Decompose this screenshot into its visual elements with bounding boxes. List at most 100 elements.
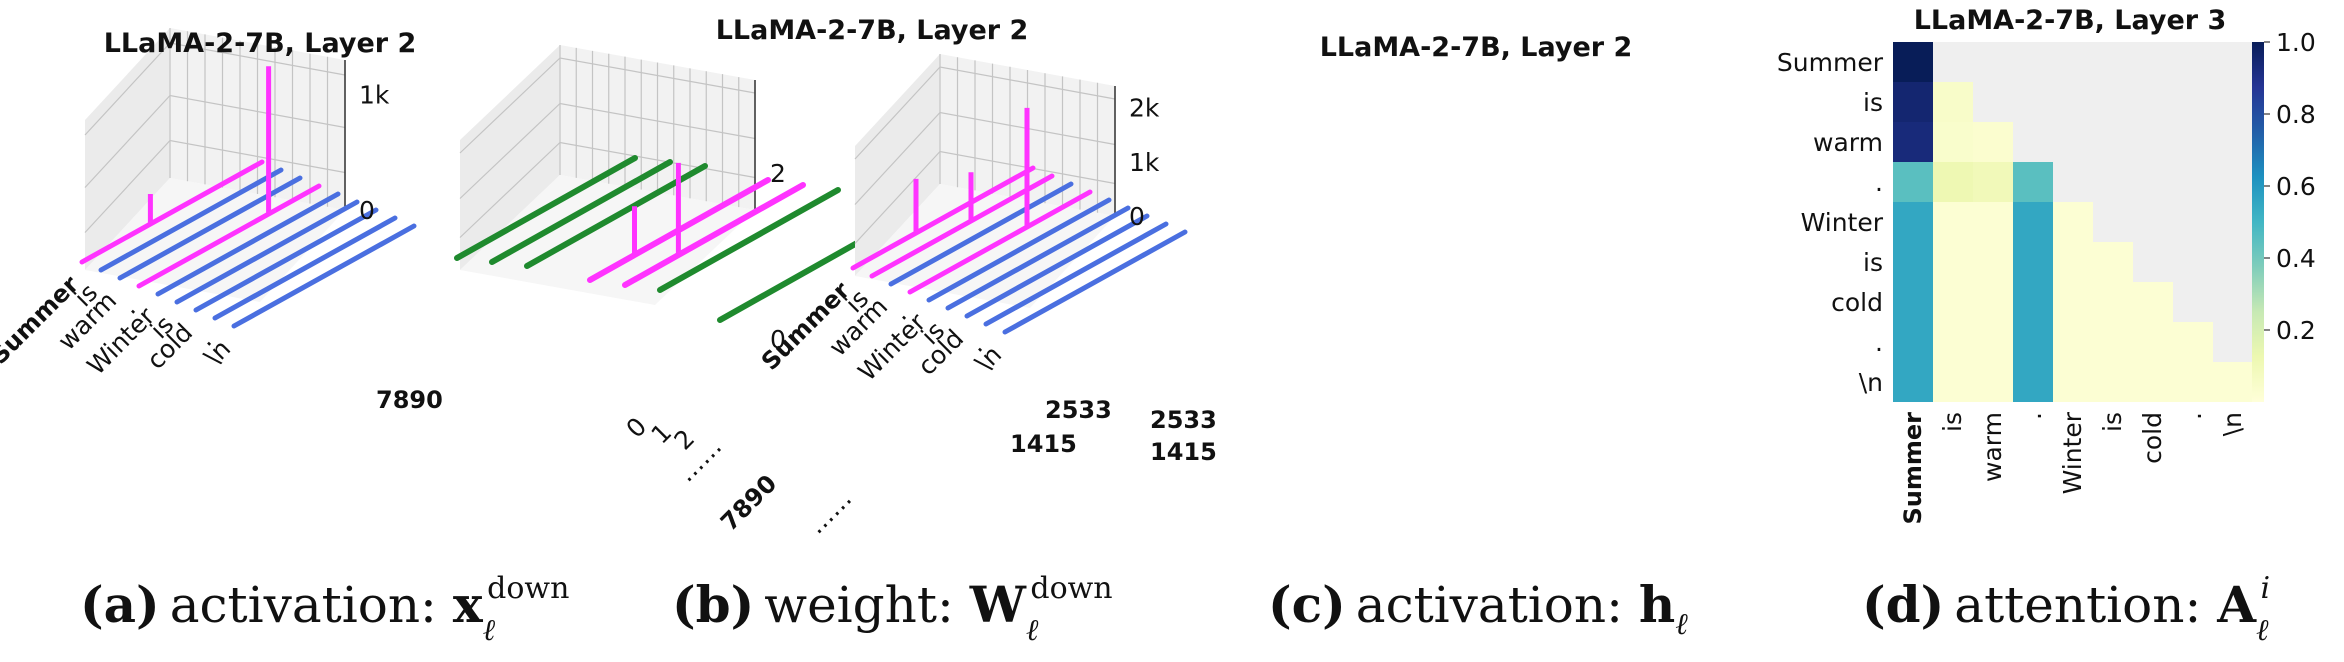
heatmap-cell: [2133, 322, 2173, 362]
caption-c-letter: (c): [1268, 575, 1346, 634]
heatmap-cell: [1973, 162, 2013, 202]
heatmap-cell: [2053, 322, 2093, 362]
series-line-.: [212, 215, 398, 321]
series-line-cold: [193, 207, 379, 313]
caption-d-sup: i: [2261, 571, 2271, 606]
col-label: Winter: [2058, 411, 2087, 494]
series-line-is: [869, 173, 1055, 279]
row-label: is: [1863, 88, 1883, 117]
grid-line: [84, 139, 346, 233]
y-tick-label: 2533: [1150, 406, 1217, 434]
grid-line: [854, 66, 1116, 160]
heatmap-cell: [1893, 362, 1933, 402]
row-label: \n: [1859, 368, 1883, 397]
caption-d-sub: ℓ: [2256, 613, 2269, 648]
heatmap-cell: [1893, 282, 1933, 322]
grid-line: [459, 57, 756, 154]
heatmap-cell: [1893, 82, 1933, 122]
caption-c-sub: ℓ: [1675, 607, 1688, 642]
caption-a-text: activation:: [170, 576, 453, 634]
heatmap-cell: [2093, 242, 2133, 282]
panel-d-title: LLaMA-2-7B, Layer 3: [1914, 5, 2227, 36]
col-label: is: [1938, 412, 1967, 432]
heatmap-cell: [2173, 362, 2213, 402]
grid-line: [854, 150, 1116, 244]
caption-b-sub: ℓ: [1026, 613, 1039, 648]
z-tick-label: 1k: [359, 81, 390, 110]
row-label: Winter: [1801, 208, 1884, 237]
heatmap-cell: [1893, 42, 1933, 82]
series-line-Summer: [79, 159, 265, 265]
z-tick-label: 2k: [1129, 94, 1160, 123]
x-tick-label: 7890: [715, 469, 782, 536]
heatmap-cell: [1933, 202, 1973, 242]
panel-b-title: LLaMA-2-7B, Layer 2: [716, 15, 1029, 46]
heatmap-cell: [1893, 202, 1933, 242]
series-line-is: [98, 167, 284, 273]
heatmap-cell: [2013, 162, 2053, 202]
series-line-Winter: [926, 197, 1112, 303]
grid-line: [84, 94, 346, 188]
heatmap-cell: [1933, 362, 1973, 402]
caption-a-letter: (a): [80, 575, 160, 634]
caption-b-math: W: [969, 575, 1027, 634]
series-line-.: [907, 189, 1093, 295]
heatmap-cell: [1973, 122, 2013, 162]
heatmap-cell: [2053, 242, 2093, 282]
floor-pane: [460, 175, 755, 305]
caption-d-letter: (d): [1862, 575, 1944, 634]
series-line-Winter: [155, 191, 341, 297]
heatmap-cell: [2213, 362, 2253, 402]
heatmap-cell: [2133, 362, 2173, 402]
colorbar-tick-label: 0.6: [2276, 172, 2316, 201]
y-tick-label: 1415: [1010, 430, 1077, 458]
caption-c-math: h: [1639, 575, 1675, 634]
col-label: is: [2098, 412, 2127, 432]
col-label: \n: [2218, 412, 2247, 436]
heatmap-cell: [1933, 322, 1973, 362]
panel-c-title: LLaMA-2-7B, Layer 2: [1320, 32, 1633, 63]
colorbar-tick-label: 1.0: [2276, 28, 2316, 57]
row-label: cold: [1831, 288, 1883, 317]
colorbar-tick-label: 0.4: [2276, 244, 2316, 273]
heatmap-cell: [1893, 242, 1933, 282]
heatmap-cell: [1973, 242, 2013, 282]
heatmap-cell: [1933, 242, 1973, 282]
weight-row-line: [657, 187, 841, 293]
heatmap-cell: [2093, 282, 2133, 322]
heatmap-cell: [2053, 282, 2093, 322]
heatmap-cell: [1933, 122, 1973, 162]
series-line-Summer: [850, 165, 1036, 271]
y-tick-label: 7890: [376, 386, 443, 414]
caption-b-text: weight:: [764, 576, 969, 634]
col-label: cold: [2138, 412, 2167, 464]
caption-a: (a) activation: xℓ down: [80, 571, 569, 648]
col-label: Summer: [1899, 412, 1927, 525]
series-line-.: [983, 221, 1169, 327]
series-line-.: [136, 183, 322, 289]
weight-row-line: [489, 159, 673, 265]
row-label: Summer: [1777, 48, 1884, 77]
heatmap-cell: [2013, 282, 2053, 322]
caption-d-text: attention:: [1954, 576, 2217, 634]
heatmap-cell: [2013, 322, 2053, 362]
heatmap-cell: [1933, 162, 1973, 202]
row-label: .: [1875, 168, 1883, 197]
heatmap-cell: [1933, 282, 1973, 322]
heatmap-cell: [1893, 322, 1933, 362]
grid-line: [459, 102, 756, 199]
caption-b-sup: down: [1030, 571, 1112, 606]
heatmap-cell: [2053, 362, 2093, 402]
series-line-warm: [888, 181, 1074, 287]
series-line-\n: [231, 223, 417, 329]
heatmap-cell: [2053, 202, 2093, 242]
caption-a-math: x: [453, 575, 484, 634]
y-tick-label: 2533: [1045, 396, 1112, 424]
heatmap-cell: [1893, 162, 1933, 202]
z-tick-label: 0: [770, 325, 786, 354]
grid-line: [84, 42, 346, 136]
heatmap-cell: [1973, 202, 2013, 242]
caption-b: (b) weight: Wℓ down: [672, 571, 1113, 648]
weight-row-line: [622, 182, 806, 288]
